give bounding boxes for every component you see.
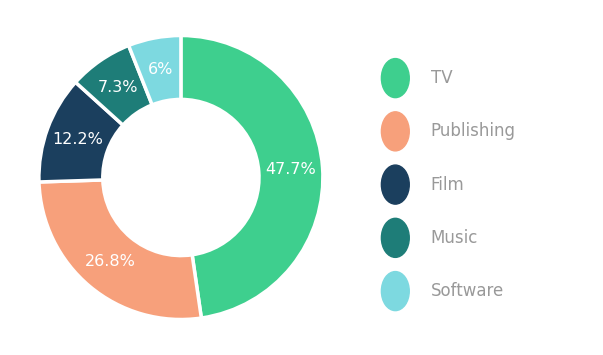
Text: Software: Software	[431, 282, 504, 300]
Circle shape	[381, 112, 409, 151]
Text: Music: Music	[431, 229, 478, 247]
Text: TV: TV	[431, 69, 452, 87]
Text: Film: Film	[431, 176, 464, 193]
Text: 6%: 6%	[148, 62, 173, 77]
Text: Publishing: Publishing	[431, 122, 516, 140]
Wedge shape	[39, 180, 201, 320]
Wedge shape	[75, 45, 152, 125]
Wedge shape	[181, 36, 323, 318]
Text: 12.2%: 12.2%	[52, 132, 103, 147]
Text: 26.8%: 26.8%	[85, 254, 136, 269]
Circle shape	[381, 272, 409, 311]
Text: 47.7%: 47.7%	[265, 162, 316, 177]
Text: 7.3%: 7.3%	[98, 80, 139, 94]
Circle shape	[381, 218, 409, 257]
Wedge shape	[128, 36, 181, 105]
Wedge shape	[39, 82, 123, 182]
Circle shape	[381, 59, 409, 98]
Circle shape	[381, 165, 409, 204]
